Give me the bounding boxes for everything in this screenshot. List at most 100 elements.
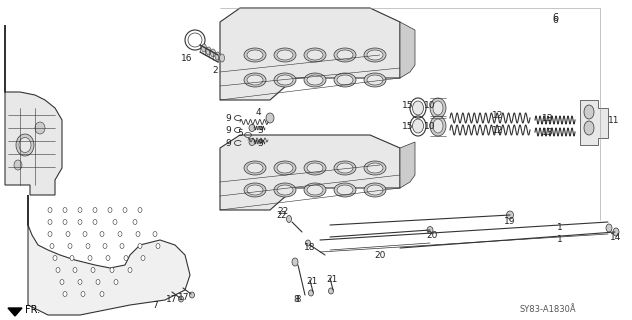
Ellipse shape bbox=[244, 183, 266, 197]
Text: 12: 12 bbox=[492, 110, 504, 119]
Ellipse shape bbox=[307, 50, 323, 60]
Ellipse shape bbox=[244, 48, 266, 62]
Ellipse shape bbox=[367, 185, 383, 195]
Ellipse shape bbox=[50, 244, 54, 249]
Ellipse shape bbox=[584, 105, 594, 119]
Ellipse shape bbox=[334, 73, 356, 87]
Ellipse shape bbox=[100, 292, 104, 297]
Ellipse shape bbox=[334, 183, 356, 197]
Ellipse shape bbox=[334, 48, 356, 62]
Ellipse shape bbox=[110, 268, 114, 273]
Ellipse shape bbox=[305, 240, 310, 246]
Text: 9: 9 bbox=[225, 139, 231, 148]
Text: 8: 8 bbox=[295, 295, 301, 305]
Text: 7: 7 bbox=[152, 300, 158, 309]
Ellipse shape bbox=[367, 50, 383, 60]
Ellipse shape bbox=[68, 244, 72, 249]
Ellipse shape bbox=[48, 220, 52, 225]
Ellipse shape bbox=[337, 50, 353, 60]
Ellipse shape bbox=[274, 183, 296, 197]
Ellipse shape bbox=[106, 255, 110, 260]
Ellipse shape bbox=[78, 279, 82, 284]
Ellipse shape bbox=[133, 220, 137, 225]
Ellipse shape bbox=[123, 207, 127, 212]
Ellipse shape bbox=[108, 207, 112, 212]
Ellipse shape bbox=[367, 163, 383, 173]
Ellipse shape bbox=[584, 121, 594, 135]
Ellipse shape bbox=[337, 185, 353, 195]
Ellipse shape bbox=[307, 75, 323, 85]
Ellipse shape bbox=[113, 220, 117, 225]
Polygon shape bbox=[5, 25, 62, 195]
Ellipse shape bbox=[215, 52, 220, 60]
Text: 2: 2 bbox=[212, 66, 218, 75]
Ellipse shape bbox=[153, 231, 157, 236]
Ellipse shape bbox=[308, 290, 313, 296]
Ellipse shape bbox=[156, 244, 160, 249]
Ellipse shape bbox=[124, 255, 128, 260]
Ellipse shape bbox=[430, 116, 446, 136]
Text: 21: 21 bbox=[326, 276, 337, 284]
Ellipse shape bbox=[244, 161, 266, 175]
Ellipse shape bbox=[364, 73, 386, 87]
Ellipse shape bbox=[266, 113, 274, 123]
Text: 14: 14 bbox=[611, 234, 622, 243]
Ellipse shape bbox=[53, 255, 57, 260]
Text: 13: 13 bbox=[542, 127, 554, 137]
Text: 22: 22 bbox=[277, 211, 288, 220]
Ellipse shape bbox=[274, 48, 296, 62]
Ellipse shape bbox=[141, 255, 145, 260]
Ellipse shape bbox=[78, 220, 82, 225]
Ellipse shape bbox=[286, 215, 291, 222]
Ellipse shape bbox=[606, 224, 612, 232]
Ellipse shape bbox=[136, 231, 140, 236]
Ellipse shape bbox=[56, 268, 60, 273]
Ellipse shape bbox=[210, 49, 216, 57]
Ellipse shape bbox=[114, 279, 118, 284]
Ellipse shape bbox=[413, 101, 423, 115]
Ellipse shape bbox=[364, 161, 386, 175]
Ellipse shape bbox=[178, 296, 183, 302]
Ellipse shape bbox=[304, 183, 326, 197]
Ellipse shape bbox=[35, 122, 45, 134]
Text: 1: 1 bbox=[557, 236, 563, 244]
Ellipse shape bbox=[249, 139, 255, 146]
Ellipse shape bbox=[93, 220, 97, 225]
Ellipse shape bbox=[96, 279, 100, 284]
Ellipse shape bbox=[63, 292, 67, 297]
Text: 15: 15 bbox=[402, 100, 414, 109]
Ellipse shape bbox=[63, 220, 67, 225]
Text: 9: 9 bbox=[225, 114, 231, 123]
Ellipse shape bbox=[118, 231, 122, 236]
Ellipse shape bbox=[413, 119, 423, 133]
Ellipse shape bbox=[219, 54, 224, 62]
Ellipse shape bbox=[249, 124, 255, 132]
Ellipse shape bbox=[138, 244, 142, 249]
Text: SY83-A1830Å: SY83-A1830Å bbox=[520, 306, 576, 315]
Text: 4: 4 bbox=[255, 108, 261, 116]
Ellipse shape bbox=[103, 244, 107, 249]
Ellipse shape bbox=[277, 163, 293, 173]
Ellipse shape bbox=[60, 279, 64, 284]
Ellipse shape bbox=[247, 185, 263, 195]
Ellipse shape bbox=[16, 134, 34, 156]
Text: 6: 6 bbox=[552, 15, 558, 25]
Text: 1: 1 bbox=[557, 223, 563, 233]
Ellipse shape bbox=[91, 268, 95, 273]
Ellipse shape bbox=[70, 255, 74, 260]
Ellipse shape bbox=[93, 207, 97, 212]
Text: 18: 18 bbox=[304, 244, 316, 252]
Text: 19: 19 bbox=[504, 218, 516, 227]
Ellipse shape bbox=[277, 75, 293, 85]
Text: 17: 17 bbox=[178, 292, 190, 301]
Text: 22: 22 bbox=[277, 207, 289, 217]
Ellipse shape bbox=[138, 207, 142, 212]
Ellipse shape bbox=[83, 231, 87, 236]
Text: 10: 10 bbox=[424, 122, 435, 131]
Ellipse shape bbox=[337, 75, 353, 85]
Polygon shape bbox=[8, 308, 22, 316]
Ellipse shape bbox=[247, 50, 263, 60]
Text: 8: 8 bbox=[293, 295, 299, 305]
Polygon shape bbox=[400, 22, 415, 78]
Ellipse shape bbox=[274, 161, 296, 175]
